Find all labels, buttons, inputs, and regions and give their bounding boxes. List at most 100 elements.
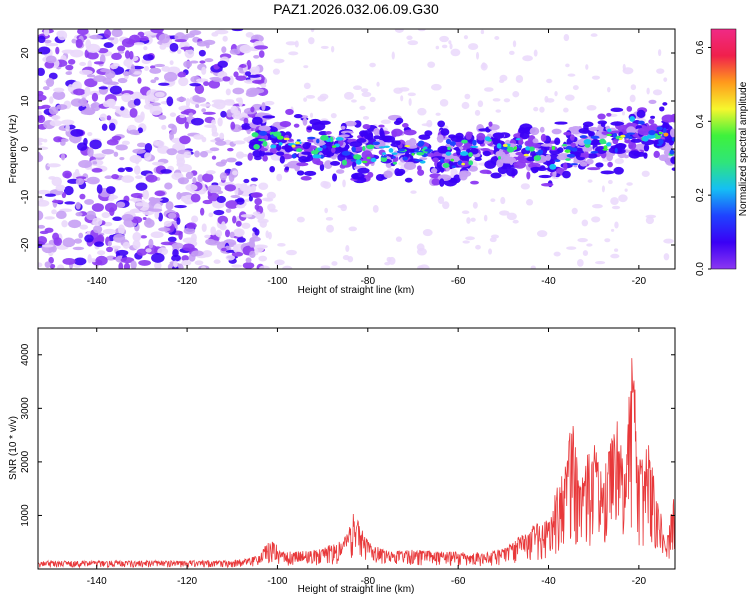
- spectrogram-faint-blob: [252, 211, 261, 216]
- spectrogram-noise-blob: [109, 85, 122, 95]
- spectrogram-faint-blob: [646, 87, 650, 95]
- spectrogram-noise-blob: [223, 100, 236, 106]
- spectrogram-peak-blob: [484, 136, 491, 142]
- spectrogram-noise-blob: [225, 88, 231, 96]
- spectrogram-noise-blob: [91, 92, 99, 102]
- spectrogram-band-blob: [335, 169, 345, 174]
- spectrogram-faint-blob: [525, 199, 534, 206]
- spectrogram-y-tick-label: -20: [20, 237, 31, 252]
- spectrogram-noise-blob: [106, 186, 116, 194]
- spectrogram-noise-blob: [199, 103, 212, 107]
- spectrogram-noise-blob: [105, 81, 119, 86]
- spectrogram-noise-blob: [132, 239, 141, 250]
- spectrogram-peak-blob: [258, 130, 268, 136]
- spectrogram-noise-blob: [44, 216, 55, 220]
- spectrogram-faint-blob: [564, 94, 575, 101]
- spectrogram-noise-blob: [138, 259, 152, 266]
- spectrogram-peak-blob: [414, 148, 419, 153]
- spectrogram-noise-blob: [232, 87, 245, 95]
- colorbar-label: Normalized spectral amplitude: [738, 81, 749, 216]
- spectrogram-noise-blob: [199, 207, 205, 216]
- spectrogram-noise-blob: [96, 184, 103, 194]
- snr-y-ticks: 1000 2000 3000 4000: [20, 343, 675, 527]
- spectrogram-noise-blob: [142, 54, 154, 61]
- spectrogram-peak-blob: [614, 147, 618, 153]
- spectrogram-band-blob: [586, 153, 598, 159]
- spectrogram-noise-blob: [144, 142, 153, 153]
- spectrogram-band-blob: [304, 170, 317, 177]
- spectrogram-noise-blob: [183, 151, 192, 159]
- spectrogram-noise-blob: [239, 184, 249, 192]
- spectrogram-noise-blob: [230, 121, 236, 130]
- spectrogram-noise-blob: [137, 77, 142, 84]
- spectrogram-faint-blob: [587, 179, 593, 183]
- spectrogram-y-tick-label: 10: [20, 95, 31, 107]
- spectrogram-noise-blob: [38, 142, 43, 146]
- spectrogram-band-blob: [610, 107, 624, 113]
- spectrogram-peak-blob: [629, 115, 636, 122]
- spectrogram-band-blob: [296, 162, 309, 167]
- spectrogram-noise-blob: [250, 88, 265, 94]
- spectrogram-faint-blob: [618, 194, 628, 203]
- spectrogram-band-blob: [670, 156, 675, 164]
- spectrogram-noise-blob: [235, 220, 242, 227]
- spectrogram-noise-blob: [239, 44, 252, 54]
- spectrogram-band-blob: [296, 170, 305, 176]
- spectrogram-noise-blob: [65, 123, 70, 132]
- spectrogram-noise-blob: [169, 112, 177, 117]
- spectrogram-faint-blob: [360, 88, 369, 93]
- spectrogram-noise-blob: [70, 129, 84, 137]
- spectrogram-noise-blob: [180, 110, 192, 115]
- spectrogram-noise-blob: [177, 263, 184, 269]
- colorbar-tick-label: 0.4: [695, 114, 706, 128]
- spectrogram-noise-blob: [154, 190, 166, 197]
- spectrogram-band-blob: [258, 125, 271, 132]
- spectrogram-peak-blob: [506, 146, 515, 153]
- spectrogram-noise-blob: [136, 142, 147, 148]
- spectrogram-faint-blob: [437, 196, 445, 205]
- spectrogram-faint-blob: [571, 207, 578, 215]
- spectrogram-peak-blob: [562, 143, 567, 147]
- spectrogram-faint-blob: [475, 51, 480, 60]
- spectrogram-noise-blob: [202, 111, 216, 115]
- spectrogram-noise-blob: [68, 219, 82, 229]
- spectrogram-noise-blob: [250, 184, 257, 193]
- spectrogram-noise-blob: [43, 29, 50, 37]
- spectrogram-faint-blob: [449, 43, 453, 50]
- spectrogram-noise-blob: [89, 139, 102, 150]
- spectrogram-band-blob: [465, 131, 472, 140]
- spectrogram-noise-blob: [211, 155, 217, 160]
- spectrogram-peak-blob: [322, 144, 327, 149]
- spectrogram-noise-blob: [225, 200, 239, 209]
- spectrogram-faint-blob: [417, 265, 424, 269]
- spectrogram-band-blob: [378, 124, 385, 128]
- spectrogram-peak-blob: [272, 131, 282, 137]
- spectrogram-noise-blob: [202, 199, 213, 205]
- spectrogram-noise-blob: [231, 264, 243, 268]
- spectrogram-noise-blob: [163, 71, 178, 82]
- spectrogram-noise-blob: [240, 214, 253, 218]
- spectrogram-noise-blob: [219, 172, 227, 181]
- spectrogram-noise-blob: [60, 119, 75, 126]
- snr-frame: [37, 327, 676, 570]
- spectrogram-noise-blob: [55, 46, 60, 55]
- spectrogram-noise-blob: [87, 147, 94, 158]
- spectrogram-noise-blob: [55, 184, 66, 192]
- spectrogram-peak-blob: [590, 135, 600, 139]
- spectrogram-noise-blob: [109, 63, 119, 70]
- spectrogram-faint-blob: [388, 256, 396, 265]
- spectrogram-noise-blob: [221, 46, 227, 54]
- spectrogram-noise-blob: [217, 117, 223, 127]
- spectrogram-noise-blob: [235, 229, 243, 237]
- spectrogram-band-blob: [430, 168, 438, 174]
- spectrogram-noise-blob: [235, 204, 246, 209]
- spectrogram-peak-blob: [459, 151, 469, 156]
- spectrogram-noise-blob: [233, 71, 239, 78]
- spectrogram-noise-blob: [150, 231, 164, 239]
- spectrogram-noise-blob: [225, 254, 236, 261]
- spectrogram-peak-blob: [418, 140, 425, 146]
- spectrogram-faint-blob: [303, 82, 311, 90]
- spectrogram-noise-blob: [244, 71, 252, 77]
- spectrogram-hot-blob: [564, 149, 571, 153]
